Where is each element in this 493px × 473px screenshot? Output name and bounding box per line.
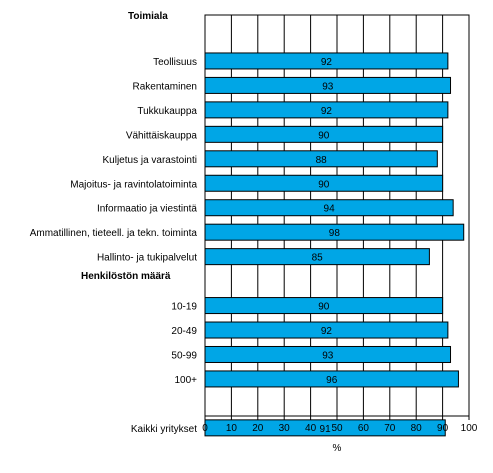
bar-value-label: 88 xyxy=(316,155,328,166)
x-tick-label: 20 xyxy=(252,423,264,434)
category-labels: Toimiala Teollisuus Rakentaminen Tukkukaupp… xyxy=(30,11,198,435)
bar xyxy=(204,297,444,315)
bars-group: 92 93 92 90 88 90 94 98 85 90 92 93 96 91 xyxy=(204,52,465,437)
bar xyxy=(204,101,449,119)
category-label: Rakentaminen xyxy=(133,81,197,92)
category-label: Kaikki yritykset xyxy=(131,424,197,435)
bar xyxy=(204,150,438,168)
x-tick-label: 40 xyxy=(305,423,317,434)
bar xyxy=(204,345,452,363)
category-label: Informaatio ja viestintä xyxy=(97,204,197,215)
bar xyxy=(204,125,444,143)
bar-value-label: 96 xyxy=(326,375,338,386)
bar-value-label: 94 xyxy=(324,204,336,215)
bar xyxy=(204,248,430,266)
x-tick-label: 70 xyxy=(384,423,396,434)
x-tick-label: 10 xyxy=(226,423,238,434)
category-label: Tukkukauppa xyxy=(137,106,197,117)
bar xyxy=(204,419,446,437)
category-label: Majoitus- ja ravintolatoiminta xyxy=(70,179,197,190)
bar xyxy=(204,174,444,192)
bar-value-label: 92 xyxy=(321,106,333,117)
bar-value-label: 90 xyxy=(318,130,330,141)
x-axis: 0 10 20 30 40 50 60 70 80 90 100 xyxy=(202,416,478,434)
x-axis-label: % xyxy=(333,443,342,454)
category-label: 10-19 xyxy=(171,302,197,313)
category-label: Teollisuus xyxy=(153,57,197,68)
bar-value-label: 91 xyxy=(320,424,332,435)
bar-value-label: 92 xyxy=(321,326,333,337)
bar xyxy=(204,223,465,241)
bar-value-label: 90 xyxy=(318,302,330,313)
bar-value-label: 98 xyxy=(329,228,341,239)
x-tick-label: 100 xyxy=(461,423,478,434)
x-tick-label: 50 xyxy=(331,423,343,434)
category-label: 100+ xyxy=(174,375,197,386)
bar-value-label: 90 xyxy=(318,179,330,190)
bar-value-label: 93 xyxy=(322,350,334,361)
bar xyxy=(204,76,452,94)
category-label: Vähittäiskauppa xyxy=(126,130,198,141)
bar-value-label: 93 xyxy=(322,81,334,92)
category-label: Hallinto- ja tukipalvelut xyxy=(97,253,197,264)
bar xyxy=(204,52,449,70)
category-label: 20-49 xyxy=(171,326,197,337)
bar xyxy=(204,321,449,339)
bar xyxy=(204,199,454,217)
x-tick-label: 80 xyxy=(411,423,423,434)
category-label: 50-99 xyxy=(171,350,197,361)
x-tick-label: 0 xyxy=(202,423,208,434)
category-label: Kuljetus ja varastointi xyxy=(103,155,198,166)
group-header: Henkilöstön määrä xyxy=(81,271,171,282)
bar xyxy=(204,370,459,388)
category-label: Ammatillinen, tieteell. ja tekn. toimint… xyxy=(30,228,198,239)
group-header: Toimiala xyxy=(128,11,168,22)
x-tick-label: 30 xyxy=(279,423,291,434)
bar-value-label: 92 xyxy=(321,57,333,68)
x-tick-label: 90 xyxy=(437,423,449,434)
bar-value-label: 85 xyxy=(312,253,324,264)
x-tick-label: 60 xyxy=(358,423,370,434)
